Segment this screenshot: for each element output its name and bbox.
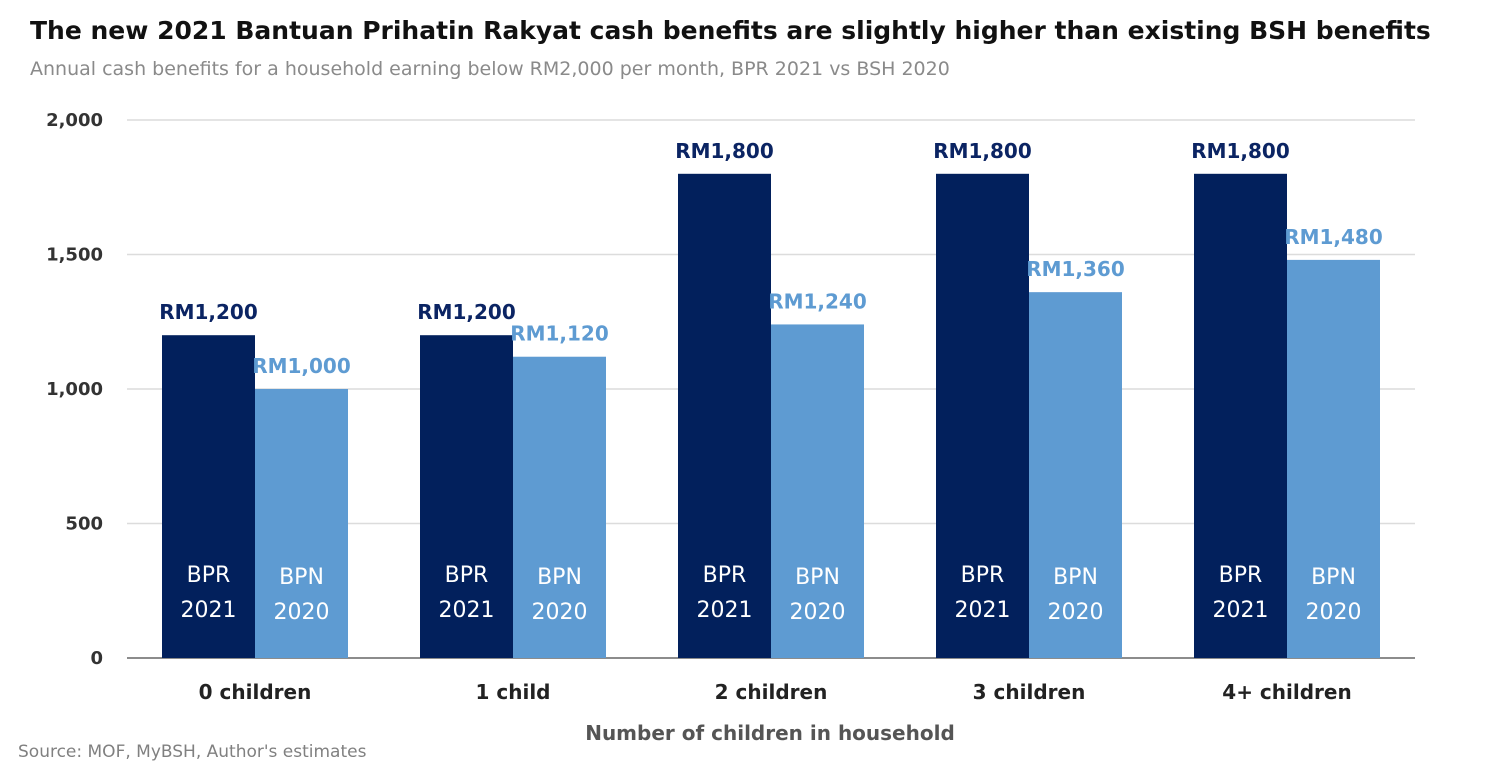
bar-bpn-2020 (1029, 292, 1122, 658)
data-label: RM1,800 (675, 139, 774, 163)
x-tick-label: 0 children (199, 680, 312, 704)
chart-title: The new 2021 Bantuan Prihatin Rakyat cas… (30, 16, 1431, 45)
y-tick-label: 0 (90, 648, 103, 669)
data-label: RM1,480 (1284, 225, 1383, 249)
data-label: RM1,800 (933, 139, 1032, 163)
bar-bpn-2020 (771, 324, 864, 658)
x-tick-label: 3 children (973, 680, 1086, 704)
bar-series-label: BPN 2020 (532, 565, 588, 625)
y-tick-label: 500 (65, 514, 103, 535)
bar-bpr-2021 (1194, 173, 1287, 659)
data-label: RM1,360 (1026, 257, 1125, 281)
bar-series-label: BPN 2020 (1048, 565, 1104, 625)
data-label: RM1,800 (1191, 139, 1290, 163)
bar-bpn-2020 (513, 356, 606, 658)
bar-bpn-2020 (1287, 259, 1380, 658)
y-tick-label: 2,000 (46, 110, 103, 131)
data-label: RM1,000 (252, 354, 351, 378)
data-label: RM1,200 (159, 300, 258, 324)
bar-series-label: BPN 2020 (790, 565, 846, 625)
x-tick-label: 1 child (476, 680, 551, 704)
bar-series-label: BPN 2020 (274, 565, 330, 625)
bar-bpr-2021 (678, 173, 771, 659)
bars (162, 173, 1380, 659)
x-tick-label: 2 children (715, 680, 828, 704)
bar-bpr-2021 (420, 335, 513, 658)
chart-subtitle: Annual cash benefits for a household ear… (30, 58, 950, 80)
y-tick-label: 1,000 (46, 379, 103, 400)
bar-series-label: BPR 2021 (439, 563, 495, 623)
data-label: RM1,240 (768, 289, 867, 313)
x-axis-title: Number of children in household (585, 721, 955, 745)
data-label: RM1,120 (510, 322, 609, 346)
bar-bpr-2021 (936, 173, 1029, 659)
bar-series-label: BPR 2021 (697, 563, 753, 623)
bar-series-label: BPN 2020 (1306, 565, 1362, 625)
source-note: Source: MOF, MyBSH, Author's estimates (18, 742, 367, 762)
x-tick-label: 4+ children (1222, 680, 1351, 704)
data-label: RM1,200 (417, 300, 516, 324)
bar-series-label: BPR 2021 (181, 563, 237, 623)
bar-bpr-2021 (162, 335, 255, 658)
bar-series-label: BPR 2021 (955, 563, 1011, 623)
y-tick-label: 1,500 (46, 245, 103, 266)
bar-series-label: BPR 2021 (1213, 563, 1269, 623)
data-labels: 0 500 1,000 1,500 2,000 RM1,200 BPR 2021 RM1,000… (46, 110, 1383, 704)
bar-bpn-2020 (255, 389, 348, 658)
